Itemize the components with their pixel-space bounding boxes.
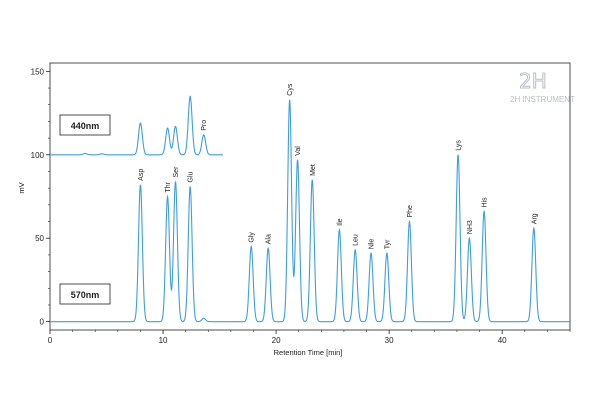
x-axis-title: Retention Time [min] [274, 348, 343, 357]
peak-label-His: His [482, 197, 489, 208]
peak-label-Thr: Thr [165, 181, 172, 192]
peak-label-Cys: Cys [287, 83, 294, 96]
peak-label-Val: Val [295, 146, 302, 156]
peak-label-Asp: Asp [138, 169, 145, 181]
peak-label-NH3: NH3 [467, 220, 474, 234]
x-tick-label: 10 [159, 336, 168, 345]
peak-label-Phe: Phe [407, 205, 414, 218]
watermark-text: 2H INSTRUMENT [510, 95, 575, 104]
x-tick-label: 0 [48, 336, 53, 345]
peak-label-Arg: Arg [531, 213, 538, 224]
peak-label-Met: Met [310, 164, 317, 176]
peak-label-Pro: Pro [201, 120, 208, 131]
peak-label-Ala: Ala [266, 234, 273, 244]
plot-frame [49, 62, 571, 331]
label-570nm: 570nm [71, 290, 100, 300]
y-tick-label: 100 [31, 151, 45, 160]
plot-border [49, 62, 571, 331]
y-tick-label: 50 [35, 234, 44, 243]
peak-label-Nle: Nle [369, 239, 376, 250]
watermark: 2H 2H INSTRUMENT [510, 69, 575, 105]
peak-label-Glu: Glu [188, 171, 195, 182]
label-box-570nm: 570nm [59, 283, 111, 305]
peak-label-Tyr: Tyr [384, 239, 391, 249]
x-tick-label: 20 [272, 336, 281, 345]
axes: 0 10 20 30 40 0 50 100 150 [31, 67, 571, 345]
peak-label-Ser: Ser [173, 166, 180, 178]
label-440nm: 440nm [71, 121, 100, 131]
label-box-440nm: 440nm [59, 114, 111, 136]
peak-label-Gly: Gly [249, 232, 256, 243]
y-tick-label: 150 [31, 67, 45, 76]
trace-440nm [50, 95, 223, 156]
x-tick-label: 40 [498, 336, 507, 345]
y-axis-title: mV [17, 182, 26, 193]
y-tick-label: 0 [40, 318, 45, 327]
trace-570nm [50, 99, 570, 323]
traces [50, 95, 570, 323]
watermark-logo: 2H [519, 69, 547, 93]
peak-label-Lys: Lys [456, 140, 463, 151]
x-tick-label: 30 [385, 336, 394, 345]
peak-label-Leu: Leu [353, 234, 360, 246]
peak-label-Ile: Ile [337, 218, 344, 226]
